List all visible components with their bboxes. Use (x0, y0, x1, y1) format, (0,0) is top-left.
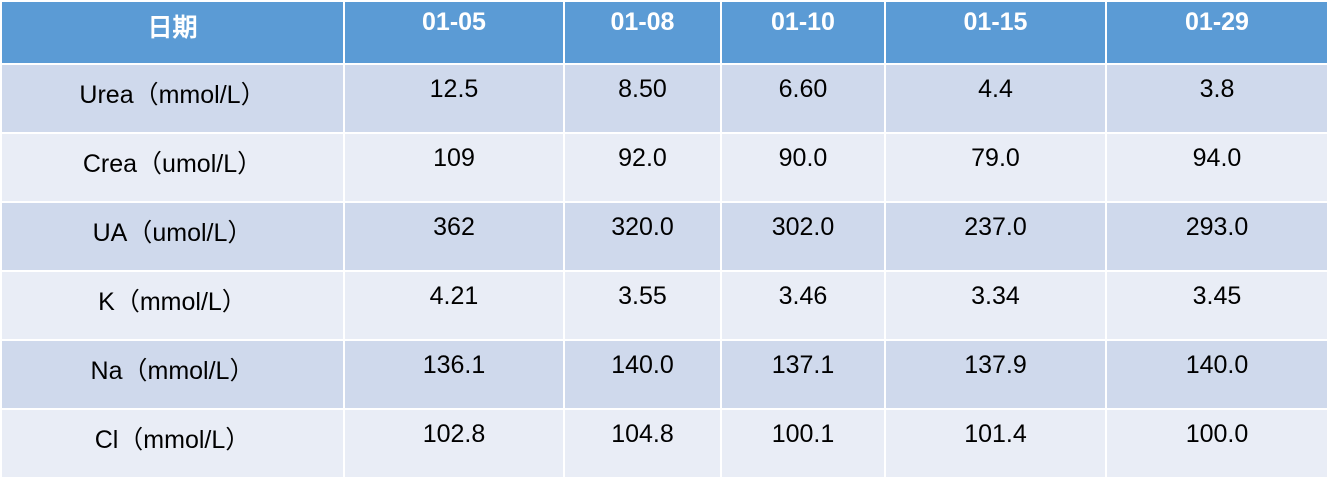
cell-value: 79.0 (884, 132, 1107, 203)
data-row: K（mmol/L） 4.21 3.55 3.46 3.34 3.45 (0, 270, 1327, 341)
cell-value: 140.0 (1105, 339, 1327, 410)
cell-value: 140.0 (563, 339, 722, 410)
cell-value: 237.0 (884, 201, 1107, 272)
cell-value: 3.45 (1105, 270, 1327, 341)
cell-value: 8.50 (563, 63, 722, 134)
cell-value: 3.46 (720, 270, 886, 341)
row-label: Na（mmol/L） (0, 339, 345, 410)
cell-value: 6.60 (720, 63, 886, 134)
cell-value: 3.8 (1105, 63, 1327, 134)
header-date: 01-05 (343, 0, 565, 65)
data-row: Na（mmol/L） 136.1 140.0 137.1 137.9 140.0 (0, 339, 1327, 410)
cell-value: 3.34 (884, 270, 1107, 341)
row-label: K（mmol/L） (0, 270, 345, 341)
cell-value: 4.21 (343, 270, 565, 341)
cell-value: 102.8 (343, 408, 565, 479)
header-date: 01-29 (1105, 0, 1327, 65)
cell-value: 12.5 (343, 63, 565, 134)
header-label: 日期 (0, 0, 345, 65)
cell-value: 362 (343, 201, 565, 272)
header-date: 01-15 (884, 0, 1107, 65)
row-label: Crea（umol/L） (0, 132, 345, 203)
cell-value: 101.4 (884, 408, 1107, 479)
cell-value: 137.1 (720, 339, 886, 410)
cell-value: 100.1 (720, 408, 886, 479)
cell-value: 100.0 (1105, 408, 1327, 479)
cell-value: 136.1 (343, 339, 565, 410)
data-row: UA（umol/L） 362 320.0 302.0 237.0 293.0 (0, 201, 1327, 272)
cell-value: 90.0 (720, 132, 886, 203)
data-row: Cl（mmol/L） 102.8 104.8 100.1 101.4 100.0 (0, 408, 1327, 479)
cell-value: 94.0 (1105, 132, 1327, 203)
header-date: 01-08 (563, 0, 722, 65)
cell-value: 320.0 (563, 201, 722, 272)
cell-value: 4.4 (884, 63, 1107, 134)
row-label: Cl（mmol/L） (0, 408, 345, 479)
cell-value: 92.0 (563, 132, 722, 203)
header-date: 01-10 (720, 0, 886, 65)
row-label: Urea（mmol/L） (0, 63, 345, 134)
header-row: 日期 01-05 01-08 01-10 01-15 01-29 (0, 0, 1327, 65)
cell-value: 104.8 (563, 408, 722, 479)
cell-value: 137.9 (884, 339, 1107, 410)
cell-value: 302.0 (720, 201, 886, 272)
data-row: Crea（umol/L） 109 92.0 90.0 79.0 94.0 (0, 132, 1327, 203)
cell-value: 293.0 (1105, 201, 1327, 272)
data-row: Urea（mmol/L） 12.5 8.50 6.60 4.4 3.8 (0, 63, 1327, 134)
table-body: Urea（mmol/L） 12.5 8.50 6.60 4.4 3.8 Crea（umol/… (0, 63, 1327, 479)
cell-value: 3.55 (563, 270, 722, 341)
cell-value: 109 (343, 132, 565, 203)
row-label: UA（umol/L） (0, 201, 345, 272)
